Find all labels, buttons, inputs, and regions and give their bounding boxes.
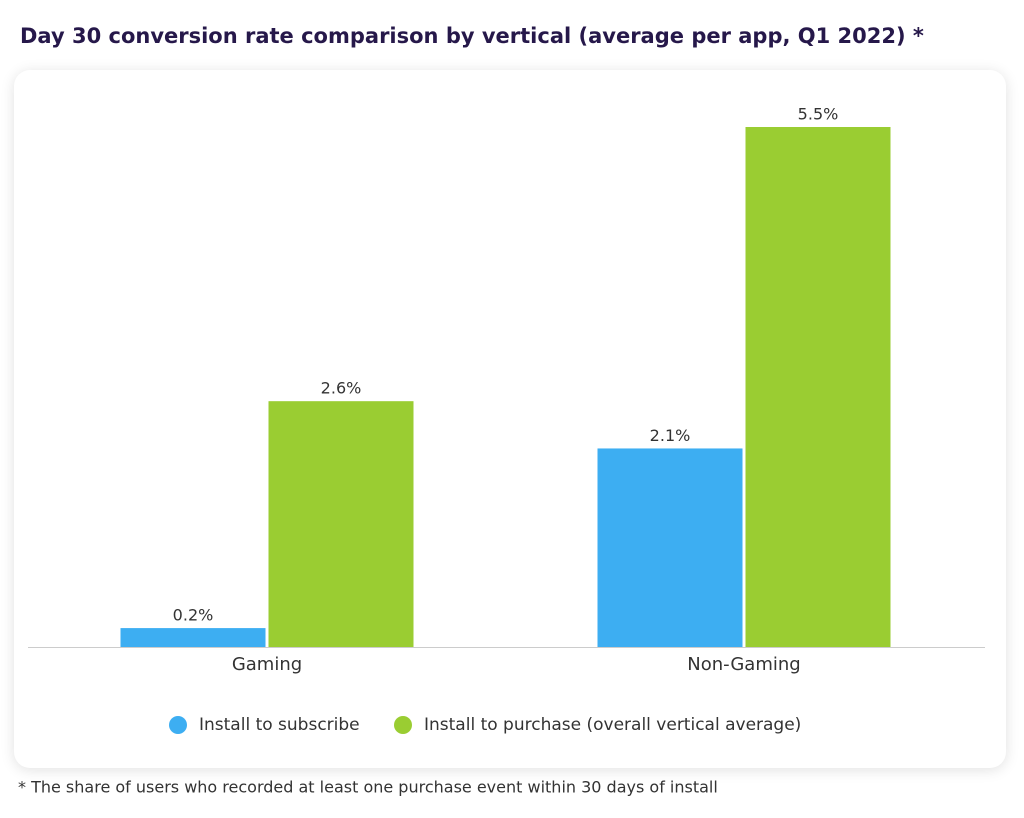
value-label: 2.6% [321, 379, 362, 398]
value-label: 2.1% [650, 426, 691, 445]
x-tick-label: Gaming [232, 654, 302, 675]
value-label: 5.5% [798, 105, 839, 124]
bar [268, 401, 414, 647]
legend-marker [394, 716, 412, 734]
bar [120, 628, 266, 647]
bar [745, 127, 891, 647]
legend-label: Install to subscribe [199, 715, 360, 735]
legend-marker [169, 716, 187, 734]
footnote: * The share of users who recorded at lea… [18, 778, 718, 797]
value-label: 0.2% [173, 606, 214, 625]
bar [597, 448, 743, 647]
legend-label: Install to purchase (overall vertical av… [424, 715, 801, 735]
chart-title: Day 30 conversion rate comparison by ver… [20, 24, 924, 48]
x-tick-label: Non-Gaming [687, 654, 800, 675]
